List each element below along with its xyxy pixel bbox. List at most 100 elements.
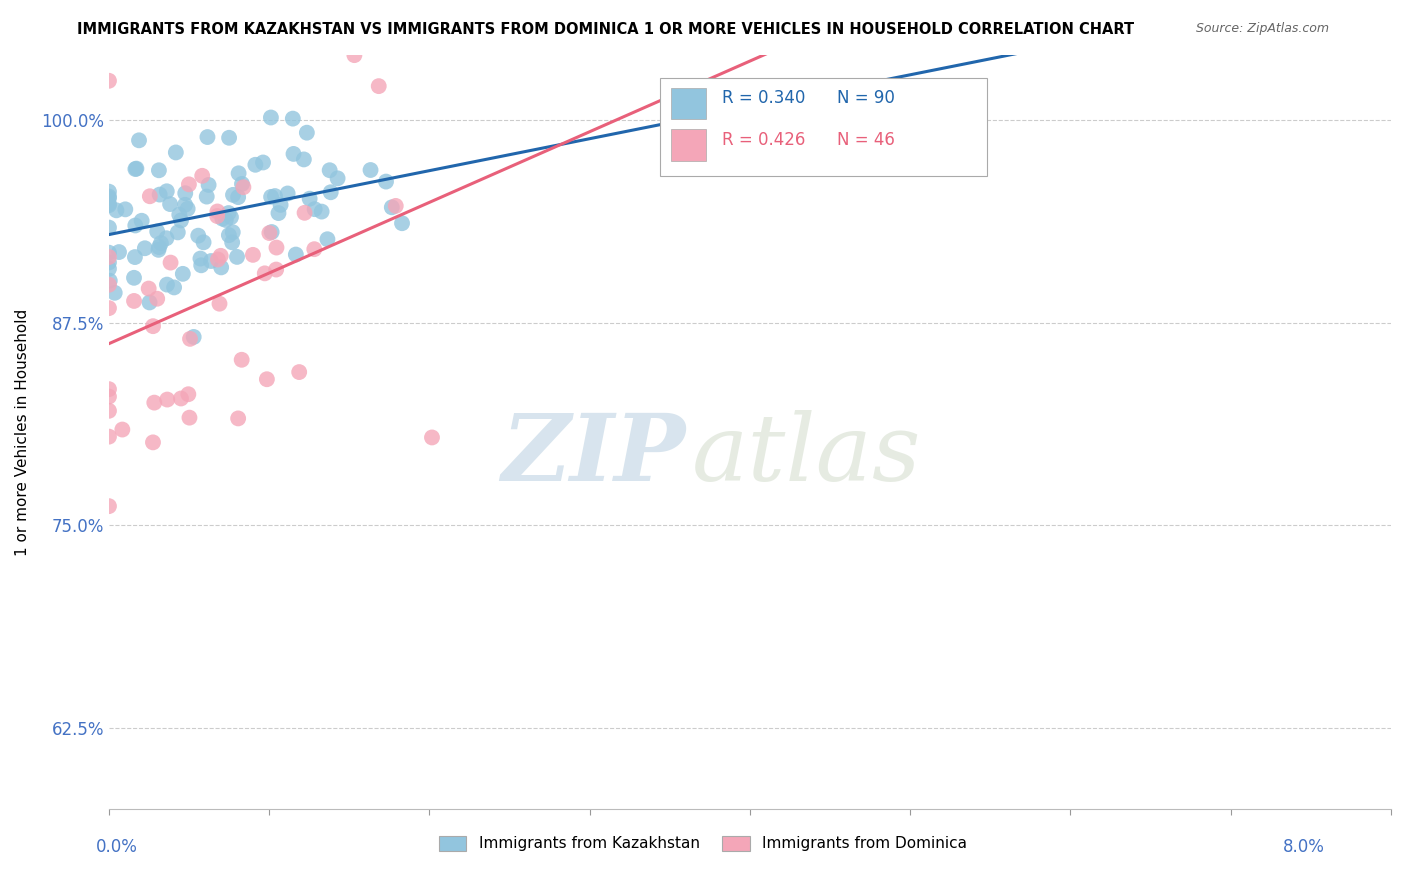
Point bbox=[156, 184, 179, 198]
Point bbox=[98, 301, 121, 315]
Point bbox=[98, 261, 121, 276]
Point bbox=[231, 177, 253, 191]
Point bbox=[205, 209, 228, 223]
Text: ZIP: ZIP bbox=[502, 409, 686, 500]
Point bbox=[177, 178, 200, 192]
Point bbox=[122, 293, 145, 308]
Point bbox=[159, 255, 181, 269]
Point bbox=[226, 190, 249, 204]
Point bbox=[170, 392, 193, 406]
Point bbox=[142, 319, 165, 334]
Point bbox=[298, 192, 321, 206]
Point bbox=[218, 228, 240, 243]
Point bbox=[222, 225, 245, 239]
Point bbox=[218, 130, 240, 145]
Point bbox=[219, 210, 242, 224]
Point bbox=[187, 228, 209, 243]
Point bbox=[98, 189, 121, 203]
Point bbox=[176, 202, 198, 216]
Text: R = 0.340: R = 0.340 bbox=[721, 89, 806, 107]
Y-axis label: 1 or more Vehicles in Household: 1 or more Vehicles in Household bbox=[15, 309, 30, 556]
Point bbox=[292, 153, 315, 167]
Point bbox=[360, 163, 382, 178]
Point bbox=[209, 260, 232, 275]
Point bbox=[218, 206, 240, 220]
Point bbox=[208, 296, 231, 310]
Point bbox=[242, 248, 264, 262]
Point bbox=[148, 163, 170, 178]
Point bbox=[98, 198, 121, 212]
Point bbox=[142, 435, 165, 450]
Point bbox=[381, 200, 404, 214]
Point bbox=[148, 240, 170, 254]
Point bbox=[156, 392, 179, 407]
Point bbox=[98, 404, 121, 418]
Point bbox=[228, 166, 250, 180]
Point bbox=[264, 189, 287, 203]
Point bbox=[124, 219, 146, 233]
Point bbox=[231, 352, 253, 367]
Point bbox=[98, 220, 121, 235]
Text: 8.0%: 8.0% bbox=[1282, 838, 1324, 856]
Point bbox=[295, 126, 318, 140]
Point bbox=[281, 112, 304, 126]
Point bbox=[343, 48, 366, 62]
Point bbox=[190, 252, 212, 266]
Point bbox=[260, 111, 283, 125]
Point bbox=[304, 242, 326, 256]
Point bbox=[146, 292, 169, 306]
Point bbox=[420, 430, 443, 444]
Point bbox=[98, 499, 121, 513]
Point bbox=[98, 245, 121, 260]
Point bbox=[170, 213, 193, 227]
Point bbox=[207, 252, 229, 267]
Point bbox=[98, 429, 121, 443]
Point bbox=[179, 410, 201, 425]
Point bbox=[190, 258, 212, 272]
Point bbox=[367, 79, 389, 94]
Text: N = 90: N = 90 bbox=[837, 89, 896, 107]
Point bbox=[98, 74, 121, 88]
Text: Source: ZipAtlas.com: Source: ZipAtlas.com bbox=[1195, 22, 1329, 36]
Text: IMMIGRANTS FROM KAZAKHSTAN VS IMMIGRANTS FROM DOMINICA 1 OR MORE VEHICLES IN HOU: IMMIGRANTS FROM KAZAKHSTAN VS IMMIGRANTS… bbox=[77, 22, 1135, 37]
Point bbox=[122, 270, 145, 285]
Point bbox=[98, 382, 121, 396]
Point bbox=[266, 241, 288, 255]
Point bbox=[105, 203, 128, 218]
Point bbox=[98, 191, 121, 205]
Point bbox=[156, 277, 179, 292]
Point bbox=[172, 267, 194, 281]
Point bbox=[138, 282, 160, 296]
Point bbox=[195, 189, 218, 203]
Point bbox=[197, 130, 219, 145]
Text: R = 0.426: R = 0.426 bbox=[721, 130, 806, 149]
Point bbox=[183, 330, 205, 344]
Point bbox=[104, 285, 127, 300]
Point bbox=[200, 254, 222, 268]
Point bbox=[207, 204, 229, 219]
Point bbox=[146, 225, 169, 239]
Point bbox=[226, 411, 249, 425]
Point bbox=[155, 231, 177, 245]
Point bbox=[163, 280, 186, 294]
Point bbox=[139, 189, 162, 203]
Point bbox=[267, 206, 290, 220]
Point bbox=[134, 241, 156, 255]
Point bbox=[149, 236, 172, 251]
Point bbox=[191, 169, 214, 183]
Text: 0.0%: 0.0% bbox=[96, 838, 138, 856]
Point bbox=[174, 186, 197, 201]
Point bbox=[260, 190, 283, 204]
Point bbox=[177, 387, 200, 401]
Point bbox=[318, 163, 340, 178]
Point bbox=[193, 235, 215, 250]
Point bbox=[108, 245, 131, 260]
Legend: Immigrants from Kazakhstan, Immigrants from Dominica: Immigrants from Kazakhstan, Immigrants f… bbox=[433, 830, 973, 857]
Point bbox=[98, 274, 121, 288]
Point bbox=[319, 186, 342, 200]
Point bbox=[277, 186, 299, 201]
FancyBboxPatch shape bbox=[661, 78, 987, 176]
Point bbox=[114, 202, 136, 217]
Point bbox=[209, 249, 232, 263]
Point bbox=[159, 197, 181, 211]
